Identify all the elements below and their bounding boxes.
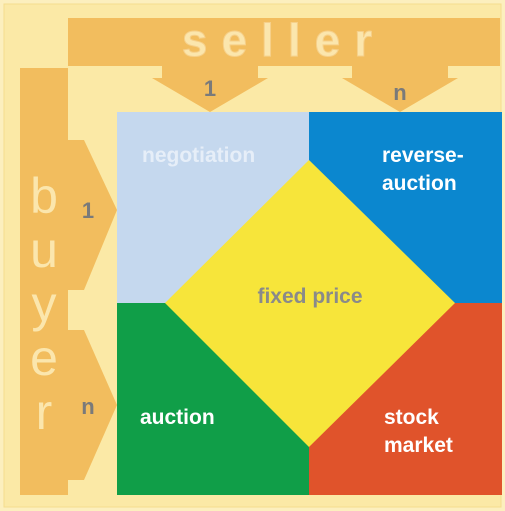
diamond [165, 160, 455, 447]
arrow-right [68, 140, 117, 290]
seller-label: seller [181, 14, 387, 67]
quadrant-label: stock market [384, 404, 453, 460]
seller-1: 1 [203, 76, 217, 101]
seller-bar [68, 18, 500, 66]
text-line: negotiation [142, 144, 256, 167]
buyer-label: buyer [16, 167, 72, 438]
text-line: auction [382, 172, 457, 195]
arrow-down [342, 66, 458, 112]
text-line: stock [384, 406, 439, 429]
arrow-right [68, 330, 117, 480]
center-label: fixed price [257, 285, 363, 308]
buyer-bar [20, 68, 68, 495]
text-line: market [384, 434, 453, 457]
text-line: reverse- [382, 144, 464, 167]
quadrant-label: auction [140, 404, 215, 432]
arrow-down [152, 66, 268, 112]
seller-n: n [393, 80, 407, 105]
quadrant-label: reverse- auction [382, 142, 464, 198]
buyer-1: 1 [81, 198, 95, 223]
buyer-n: n [81, 394, 95, 419]
text-line: auction [140, 406, 215, 429]
quadrant-label: negotiation [142, 142, 255, 170]
